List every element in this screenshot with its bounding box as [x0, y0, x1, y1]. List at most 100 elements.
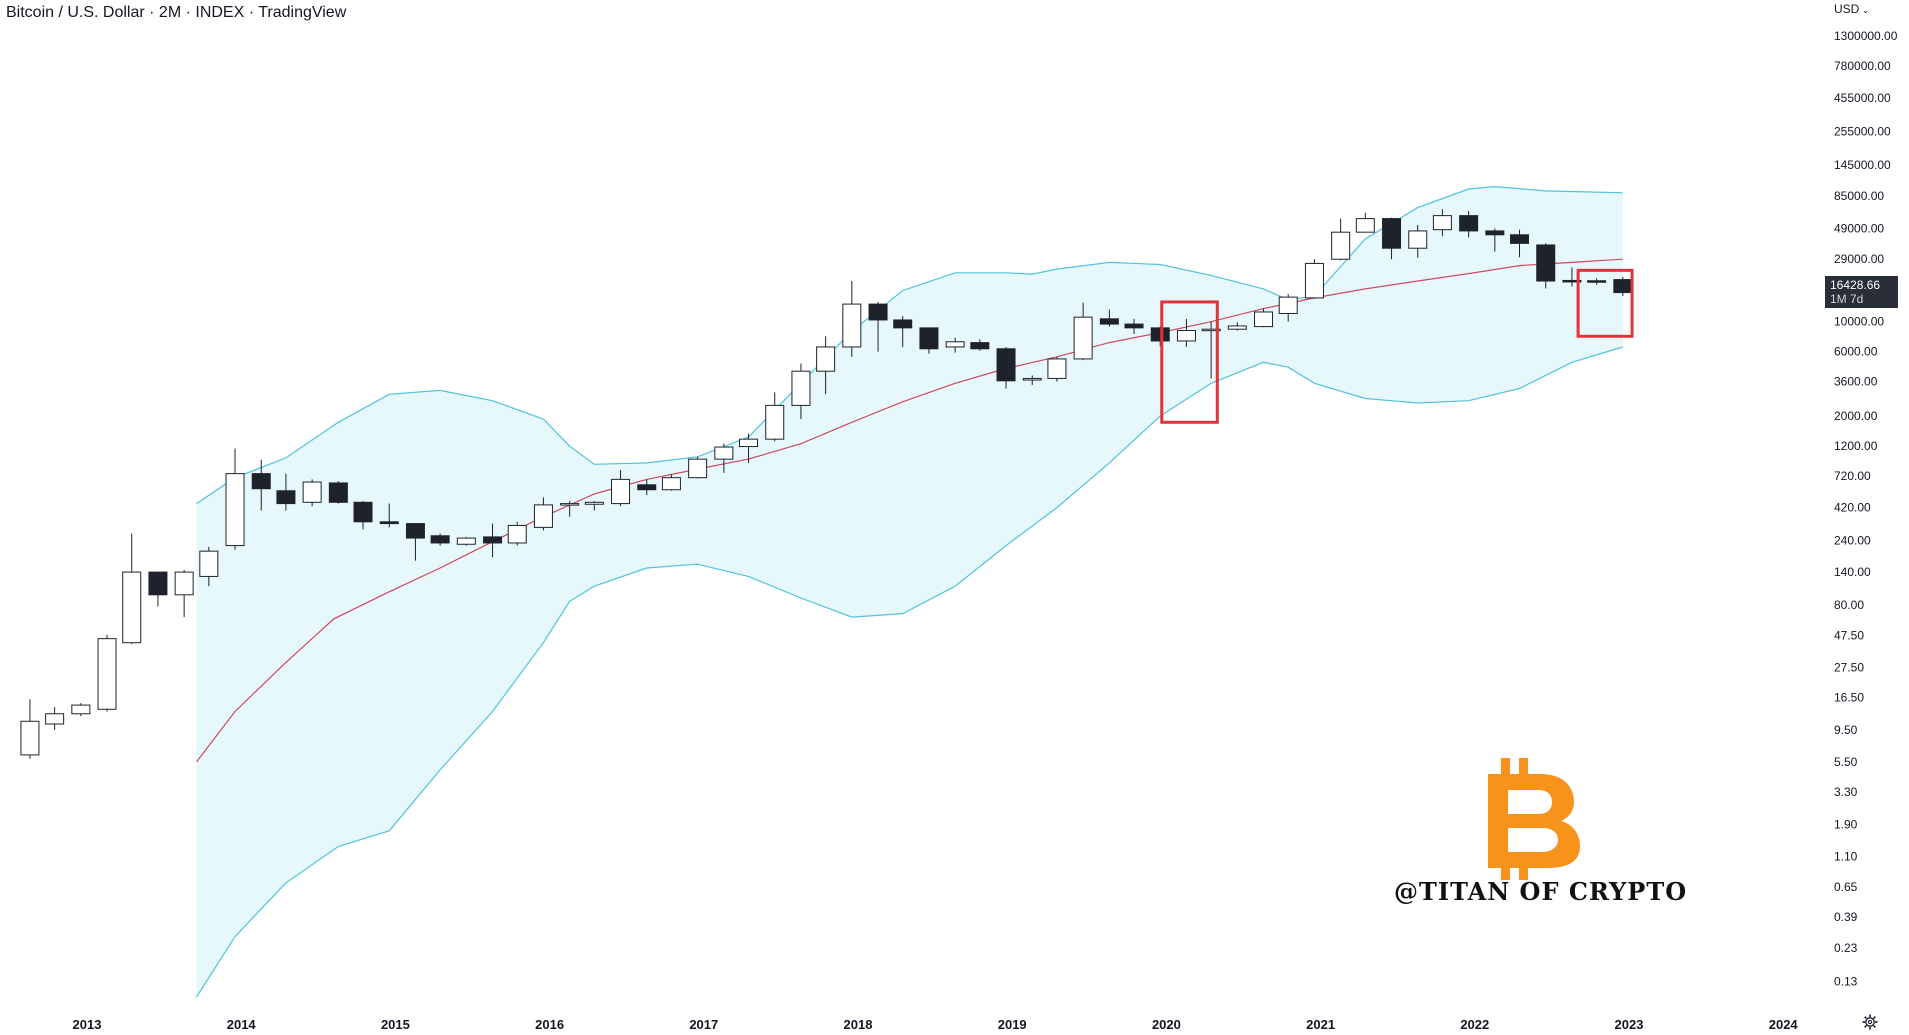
- y-tick-label: 0.65: [1834, 880, 1858, 894]
- candle-body: [1510, 234, 1530, 244]
- y-tick-label: 2000.00: [1834, 409, 1878, 423]
- candle-body: [919, 327, 939, 350]
- candle: [611, 469, 631, 507]
- candle-body: [225, 473, 245, 547]
- candle-body: [1485, 230, 1505, 236]
- last-price-tag: 16428.66 1M 7d: [1825, 276, 1898, 308]
- y-tick-label: 47.50: [1834, 628, 1864, 642]
- bitcoin-logo-icon: [1488, 758, 1580, 880]
- candle: [533, 497, 553, 531]
- candle: [1254, 308, 1274, 328]
- candle-body: [1331, 231, 1351, 260]
- x-tick-label: 2023: [1615, 1017, 1644, 1032]
- candle-body: [637, 484, 657, 491]
- x-tick-label: 2017: [689, 1017, 718, 1032]
- candle-body: [1562, 279, 1582, 283]
- y-tick-label: 9.50: [1834, 723, 1858, 737]
- time-axis[interactable]: 2013 2014 2015 2016 2017 2018 2019 2020 2021 2022…: [73, 1017, 1799, 1032]
- candle: [148, 571, 168, 607]
- candle-body: [199, 550, 219, 577]
- candle: [637, 479, 657, 496]
- x-tick-label: 2013: [73, 1017, 102, 1032]
- candle-body: [1022, 377, 1042, 381]
- candle-body: [1408, 230, 1428, 249]
- candle: [20, 699, 40, 759]
- x-tick-label: 2015: [381, 1017, 410, 1032]
- candle-body: [20, 720, 40, 756]
- highlight-box: [1160, 300, 1219, 424]
- candle-body: [584, 501, 604, 505]
- candle: [714, 443, 734, 473]
- candle: [1047, 356, 1067, 382]
- candle-body: [1176, 330, 1196, 342]
- candle-body: [1459, 215, 1479, 232]
- candle-body: [276, 490, 296, 505]
- x-tick-label: 2019: [998, 1017, 1027, 1032]
- candle: [584, 501, 604, 511]
- candle-body: [1099, 318, 1119, 325]
- candle: [97, 634, 117, 712]
- candle-body: [405, 523, 425, 539]
- candle: [1304, 259, 1324, 299]
- candle: [1124, 318, 1144, 335]
- band-fill: [196, 186, 1623, 998]
- candle-body: [996, 348, 1016, 382]
- y-tick-label: 0.13: [1834, 975, 1858, 989]
- candle: [868, 301, 888, 352]
- candle: [919, 327, 939, 354]
- candle: [1201, 321, 1221, 379]
- y-tick-label: 3600.00: [1834, 375, 1878, 389]
- currency-selector[interactable]: USD ⌄: [1834, 2, 1869, 16]
- candle: [1408, 224, 1428, 258]
- chevron-down-icon: ⌄: [1859, 5, 1870, 15]
- candle-body: [868, 303, 888, 321]
- gear-icon[interactable]: [1862, 1014, 1878, 1030]
- candle-body: [1613, 279, 1633, 294]
- y-tick-label: 1300000.00: [1834, 29, 1898, 43]
- candle-body: [1227, 325, 1247, 330]
- highlight-boxes: [1160, 268, 1634, 424]
- candle-body: [507, 524, 527, 544]
- candle-body: [1587, 280, 1607, 283]
- candle-body: [970, 342, 990, 350]
- y-tick-label: 240.00: [1834, 533, 1871, 547]
- y-tick-label: 6000.00: [1834, 345, 1878, 359]
- candle: [945, 337, 965, 353]
- candle: [791, 363, 811, 420]
- x-tick-label: 2021: [1306, 1017, 1335, 1032]
- candle-body: [611, 478, 631, 505]
- candle: [1536, 243, 1556, 289]
- candle: [328, 481, 348, 504]
- price-axis[interactable]: 1300000.00 780000.00 455000.00 255000.00 145…: [1834, 29, 1898, 988]
- y-tick-label: 1.90: [1834, 817, 1858, 831]
- candle: [842, 281, 862, 357]
- x-tick-label: 2018: [844, 1017, 873, 1032]
- candle: [174, 570, 194, 618]
- candle: [1562, 267, 1582, 287]
- candles: [20, 209, 1633, 759]
- x-tick-label: 2020: [1152, 1017, 1181, 1032]
- y-tick-label: 5.50: [1834, 755, 1858, 769]
- candle-body: [765, 404, 785, 440]
- y-tick-label: 1200.00: [1834, 439, 1878, 453]
- candle: [1278, 294, 1298, 322]
- candle-body: [1201, 328, 1221, 332]
- upper-band-line: [196, 185, 1623, 505]
- candle-body: [456, 537, 476, 545]
- candle: [688, 456, 708, 479]
- candle: [199, 546, 219, 587]
- candle-body: [483, 536, 503, 544]
- candle-body: [379, 521, 399, 525]
- candle-body: [739, 438, 759, 448]
- candle-body: [430, 535, 450, 544]
- candle-body: [945, 341, 965, 348]
- candle: [1022, 375, 1042, 385]
- watermark-text: @TITAN OF CRYPTO: [1394, 877, 1688, 906]
- candle: [276, 473, 296, 511]
- y-tick-label: 420.00: [1834, 501, 1871, 515]
- candle: [1150, 326, 1170, 347]
- candle-body: [148, 571, 168, 596]
- chart-title: Bitcoin / U.S. Dollar · 2M · INDEX · Tra…: [6, 4, 347, 21]
- candle-body: [1254, 311, 1274, 328]
